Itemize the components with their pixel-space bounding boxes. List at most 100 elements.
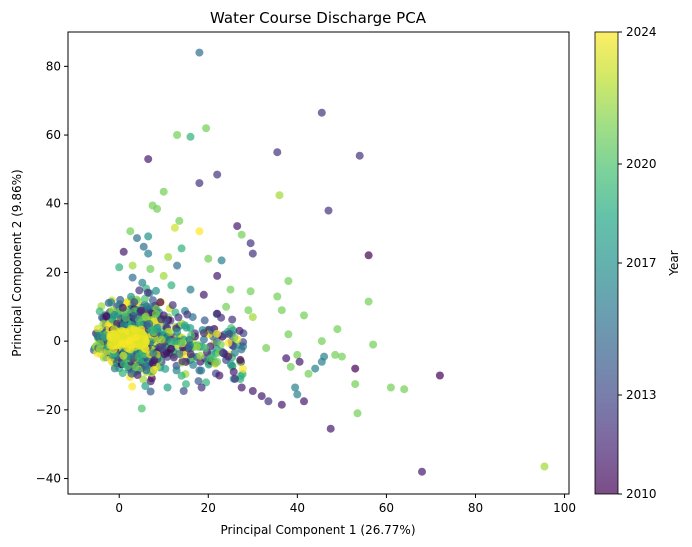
scatter-point — [129, 312, 138, 320]
scatter-point — [127, 369, 136, 378]
x-axis: 0 20 40 60 80 100 — [115, 494, 576, 515]
y-tick-label: 0 — [53, 334, 61, 348]
scatter-point — [139, 375, 148, 384]
scatter-point — [194, 377, 203, 386]
scatter-point — [146, 387, 155, 396]
scatter-point — [144, 249, 153, 258]
scatter-point — [355, 151, 364, 160]
scatter-point — [177, 371, 186, 380]
scatter-point — [177, 338, 186, 347]
scatter-point — [226, 285, 235, 294]
scatter-point — [144, 155, 153, 164]
scatter-point — [237, 345, 246, 354]
plot-area-frame — [67, 31, 570, 495]
scatter-point — [262, 344, 271, 352]
scatter-point — [317, 357, 326, 366]
scatter-point — [164, 253, 173, 261]
scatter-point — [159, 271, 168, 280]
scatter-point — [175, 216, 184, 225]
scatter-point — [353, 409, 362, 418]
scatter-point — [284, 330, 293, 339]
scatter-point — [284, 277, 293, 285]
scatter-point — [364, 297, 373, 306]
scatter-point — [248, 387, 257, 395]
scatter-point — [226, 360, 235, 369]
scatter-point — [173, 327, 182, 336]
scatter-point — [149, 349, 158, 358]
scatter-point — [128, 273, 137, 282]
scatter-point — [93, 324, 102, 333]
scatter-point — [213, 271, 222, 280]
scatter-point — [295, 357, 304, 366]
scatter-point — [160, 350, 169, 359]
scatter-point — [351, 380, 360, 389]
scatter-point — [95, 307, 104, 316]
scatter-point — [140, 362, 149, 371]
scatter-point — [110, 310, 119, 319]
scatter-point — [186, 324, 195, 332]
scatter-point — [195, 48, 204, 57]
scatter-point — [300, 397, 308, 406]
scatter-point — [185, 342, 193, 351]
scatter-point — [141, 382, 150, 391]
scatter-point — [273, 292, 282, 301]
scatter-point — [107, 298, 116, 307]
x-axis-label: Principal Component 1 (26.77%) — [221, 523, 416, 537]
scatter-point — [293, 390, 302, 399]
scatter-point — [147, 326, 156, 335]
scatter-point — [257, 392, 266, 401]
scatter-point — [195, 366, 204, 375]
scatter-point — [125, 352, 134, 361]
scatter-point — [163, 335, 172, 344]
scatter-point — [120, 321, 128, 329]
scatter-point — [196, 351, 205, 360]
scatter-point — [244, 306, 253, 315]
scatter-point — [132, 333, 141, 342]
scatter-point — [400, 385, 409, 394]
y-axis-label: Principal Component 2 (9.86%) — [10, 169, 24, 356]
scatter-point — [131, 362, 140, 371]
scatter-point — [237, 230, 246, 239]
scatter-point — [189, 360, 198, 369]
scatter-point — [168, 301, 177, 310]
scatter-point — [157, 335, 166, 344]
x-tick-label: 0 — [115, 501, 123, 515]
colorbar-gradient — [594, 31, 619, 495]
scatter-point — [119, 351, 128, 360]
scatter-point — [93, 331, 102, 340]
scatter-point — [133, 234, 141, 243]
scatter-point — [102, 312, 111, 321]
scatter-point — [158, 344, 167, 352]
scatter-point — [173, 261, 182, 270]
scatter-point — [121, 313, 130, 322]
scatter-point — [141, 312, 150, 321]
x-tick-label: 20 — [201, 501, 216, 515]
scatter-point — [351, 364, 360, 373]
scatter-point — [238, 365, 247, 373]
scatter-point — [228, 315, 237, 324]
scatter-point — [130, 298, 139, 307]
scatter-point — [140, 294, 149, 303]
scatter-point — [286, 362, 295, 371]
scatter-point — [275, 191, 284, 200]
scatter-point — [224, 338, 233, 347]
scatter-point — [137, 306, 146, 315]
scatter-point — [337, 352, 346, 361]
scatter-point — [202, 124, 211, 133]
scatter-point — [197, 383, 206, 392]
scatter-point — [139, 242, 148, 251]
scatter-point — [435, 371, 444, 380]
scatter-point — [222, 302, 231, 311]
scatter-point — [188, 313, 197, 322]
colorbar-tick-label: 2010 — [626, 487, 657, 501]
scatter-point — [100, 333, 109, 342]
scatter-point — [233, 222, 242, 231]
scatter-point — [217, 256, 226, 265]
scatter-point — [118, 303, 127, 312]
scatter-point — [215, 371, 224, 380]
scatter-point — [150, 356, 159, 365]
scatter-point — [199, 290, 208, 299]
scatter-point — [246, 287, 255, 296]
scatter-point — [148, 296, 157, 305]
scatter-point — [418, 467, 426, 476]
